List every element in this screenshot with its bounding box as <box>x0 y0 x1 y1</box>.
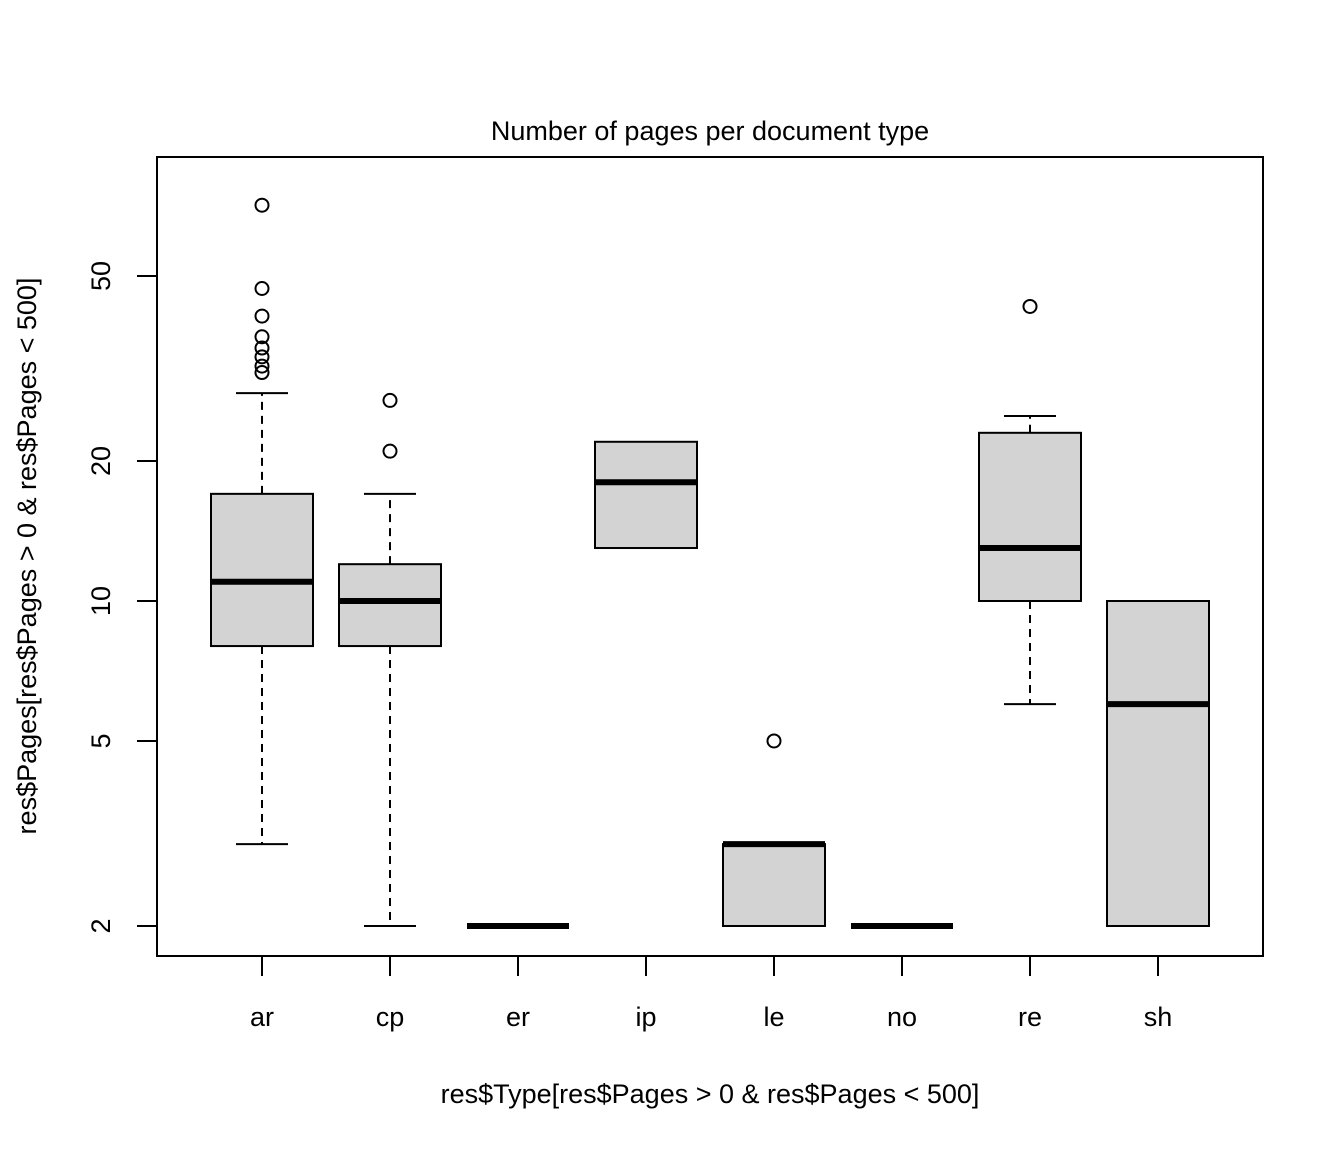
x-tick-label: ar <box>250 1002 274 1032</box>
box-le <box>722 733 826 927</box>
outlier-point <box>766 733 782 749</box>
plot-frame <box>156 156 1264 957</box>
y-tick-label: 10 <box>86 586 116 616</box>
outlier-point <box>254 308 270 324</box>
outlier-point <box>382 392 398 408</box>
outlier-point <box>254 329 270 345</box>
iqr-box <box>978 431 1082 603</box>
x-tick-label: cp <box>376 1002 405 1032</box>
iqr-box <box>722 843 826 927</box>
x-tick-label: no <box>887 1002 917 1032</box>
box-sh <box>1106 600 1210 927</box>
outlier-point <box>254 358 270 374</box>
outlier-point <box>254 349 270 365</box>
x-tick-label: sh <box>1144 1002 1173 1032</box>
outlier-point <box>254 340 270 356</box>
y-tick-label: 50 <box>86 261 116 291</box>
outlier-point <box>382 443 398 459</box>
x-tick-label: ip <box>635 1002 656 1032</box>
outlier-point <box>254 197 270 213</box>
box-cp <box>338 392 442 927</box>
outlier-point <box>254 365 270 381</box>
boxes <box>210 197 1210 929</box>
y-tick-label: 2 <box>86 918 116 933</box>
chart-title: Number of pages per document type <box>491 116 929 146</box>
outlier-point <box>1022 298 1038 314</box>
x-axis-label: res$Type[res$Pages > 0 & res$Pages < 500… <box>441 1079 980 1109</box>
iqr-box <box>210 492 314 648</box>
box-ip <box>594 440 698 550</box>
x-axis: ar cp er ip le no re sh <box>250 955 1173 1032</box>
x-tick-label: re <box>1018 1002 1042 1032</box>
outlier-point <box>254 280 270 296</box>
iqr-box <box>594 440 698 550</box>
iqr-box <box>1106 600 1210 927</box>
box-re <box>978 298 1082 706</box>
box-ar <box>210 197 314 846</box>
y-axis: 2 5 10 20 50 <box>86 261 158 934</box>
y-tick-label: 20 <box>86 446 116 476</box>
x-tick-label: er <box>506 1002 530 1032</box>
y-axis-label: res$Pages[res$Pages > 0 & res$Pages < 50… <box>12 278 42 835</box>
iqr-box <box>338 563 442 648</box>
x-tick-label: le <box>763 1002 784 1032</box>
y-tick-label: 5 <box>86 733 116 748</box>
